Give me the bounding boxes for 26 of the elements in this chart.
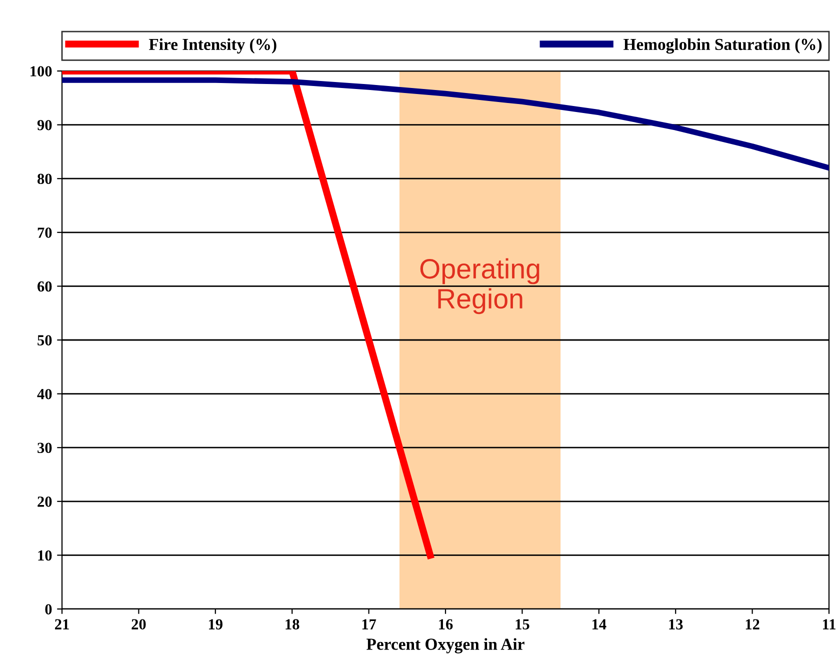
x-tick-label: 18: [286, 619, 300, 630]
x-axis-title: Percent Oxygen in Air: [366, 638, 524, 654]
legend-label: Fire Intensity (%): [148, 38, 276, 54]
band-label: Operating Region: [420, 258, 540, 314]
x-tick-label: 19: [208, 619, 222, 630]
y-tick-label: 100: [30, 66, 52, 76]
x-tick-label: 11: [823, 619, 836, 630]
y-tick-label: 90: [37, 120, 52, 130]
x-tick-label: 13: [669, 619, 683, 630]
x-tick-label: 21: [55, 619, 69, 630]
y-tick-label: 30: [38, 442, 52, 454]
y-tick-label: 80: [38, 174, 52, 184]
y-tick-label: 20: [38, 496, 52, 507]
legend-label: Hemoglobin Saturation (%): [624, 38, 822, 54]
x-tick-label: 14: [592, 619, 606, 630]
x-tick-label: 15: [516, 619, 530, 630]
y-tick-label: 60: [38, 281, 52, 292]
y-tick-label: 10: [38, 550, 52, 561]
x-tick-label: 20: [132, 619, 146, 630]
y-tick-label: 70: [38, 228, 52, 238]
x-tick-label: 17: [362, 619, 376, 630]
y-tick-label: 40: [37, 388, 52, 400]
x-tick-label: 16: [439, 619, 453, 630]
y-tick-label: 0: [45, 604, 52, 614]
x-tick-label: 12: [746, 619, 760, 630]
y-tick-label: 50: [38, 335, 52, 346]
